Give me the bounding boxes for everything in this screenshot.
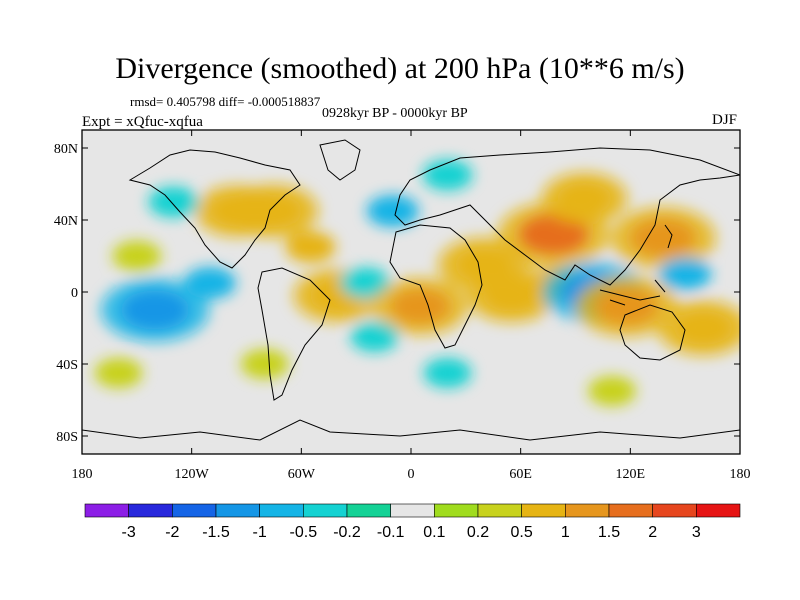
colorbar-label-3: -1 — [253, 524, 267, 541]
x-tick-label-5: 120E — [616, 467, 646, 482]
colorbar-swatch-1 — [128, 503, 173, 518]
colorbar-swatch-2 — [172, 503, 217, 518]
colorbar-label-6: -0.1 — [377, 524, 405, 541]
colorbar-label-2: -1.5 — [202, 524, 230, 541]
anomaly-blob-7 — [340, 267, 391, 299]
colorbar-swatch-7 — [390, 503, 435, 518]
y-axis: 80N 40N 0 40S 80S — [54, 142, 740, 445]
colorbar-swatch-11 — [565, 503, 610, 518]
anomaly-blob-0 — [112, 240, 162, 272]
anomaly-blob-13 — [557, 181, 612, 215]
y-tick-label-0: 80N — [54, 142, 78, 157]
colorbar-label-4: -0.5 — [290, 524, 318, 541]
anomaly-blob-22 — [240, 349, 289, 379]
colorbar-label-5: -0.2 — [333, 524, 361, 541]
stats-line: rmsd= 0.405798 diff= -0.000518837 — [130, 94, 321, 109]
colorbar-label-13: 3 — [692, 524, 701, 541]
colorbar-swatch-3 — [215, 503, 260, 518]
anomaly-blob-25 — [148, 186, 199, 218]
colorbar-label-8: 0.2 — [467, 524, 489, 541]
y-tick-label-3: 40S — [56, 358, 78, 373]
anomaly-blob-24 — [588, 376, 637, 406]
anomaly-blob-23 — [423, 358, 472, 388]
coastline-africa — [389, 224, 483, 349]
colorbar-label-12: 2 — [648, 524, 657, 541]
anomaly-blob-1 — [121, 290, 190, 330]
colorbar-swatch-9 — [477, 503, 522, 518]
anomaly-blob-20 — [422, 159, 473, 191]
anomaly-blob-5 — [285, 231, 336, 263]
x-tick-label-0: 180 — [72, 467, 93, 482]
plot-area: 180 120W 60W 0 60E 120E 180 80N 40N 0 40S 80S — [54, 129, 751, 482]
x-tick-label-3: 0 — [408, 467, 415, 482]
anomaly-blob-19 — [366, 195, 419, 227]
coastline-antarctica — [82, 419, 740, 441]
anomaly-blob-4 — [245, 194, 302, 228]
anomaly-blob-16 — [630, 218, 697, 258]
anomaly-blob-10 — [483, 278, 540, 313]
anomaly-blob-17 — [659, 258, 712, 290]
y-tick-label-2: 0 — [71, 286, 78, 301]
season-label: DJF — [712, 112, 738, 128]
colorbar-label-0: -3 — [122, 524, 136, 541]
colorbar-label-7: 0.1 — [423, 524, 445, 541]
anomaly-blob-2 — [183, 267, 236, 299]
coastline-eurasia — [394, 147, 740, 286]
x-tick-label-6: 180 — [730, 467, 751, 482]
x-tick-label-1: 120W — [175, 467, 210, 482]
colorbar-swatch-13 — [652, 503, 697, 518]
anomaly-blob-8 — [390, 288, 451, 325]
colorbar-swatch-0 — [84, 503, 129, 518]
colorbar-swatch-6 — [346, 503, 391, 518]
anomaly-blob-15 — [594, 287, 659, 326]
x-tick-label-2: 60W — [288, 467, 316, 482]
y-tick-label-4: 80S — [56, 430, 78, 445]
period-label: 0928kyr BP - 0000kyr BP — [322, 106, 468, 121]
colorbar: -3 -2 -1.5 -1 -0.5 -0.2 -0.1 0.1 0.2 0.5 1 1.5 2 3 — [84, 503, 741, 541]
x-axis: 180 120W 60W 0 60E 120E 180 — [72, 130, 751, 482]
coastline-north-america — [128, 149, 301, 269]
chart-title: Divergence (smoothed) at 200 hPa (10**6 … — [115, 52, 685, 85]
colorbar-swatch-4 — [259, 503, 304, 518]
coastline-south-america — [257, 267, 331, 401]
colorbar-swatch-8 — [434, 503, 479, 518]
x-tick-label-4: 60E — [509, 467, 532, 482]
colorbar-swatch-5 — [303, 503, 348, 518]
colorbar-swatch-14 — [696, 503, 741, 518]
anomaly-blob-11 — [518, 213, 589, 255]
coastlines — [82, 139, 740, 441]
anomaly-blob-21 — [94, 358, 143, 388]
colorbar-label-11: 1.5 — [598, 524, 620, 541]
coastline-japan — [664, 224, 673, 249]
experiment-label: Expt = xQfuc-xqfua — [82, 114, 203, 130]
colorbar-label-9: 0.5 — [511, 524, 533, 541]
colorbar-label-10: 1 — [561, 524, 570, 541]
anomaly-blob-26 — [350, 322, 399, 352]
anomaly-blob-18 — [674, 310, 733, 346]
colorbar-swatch-12 — [608, 503, 653, 518]
coastline-se-asia-islands — [599, 279, 666, 306]
coastline-australia — [619, 304, 686, 361]
coastline-greenland — [319, 139, 361, 181]
colorbar-label-1: -2 — [165, 524, 179, 541]
y-tick-label-1: 40N — [54, 214, 78, 229]
colorbar-swatch-10 — [521, 503, 566, 518]
